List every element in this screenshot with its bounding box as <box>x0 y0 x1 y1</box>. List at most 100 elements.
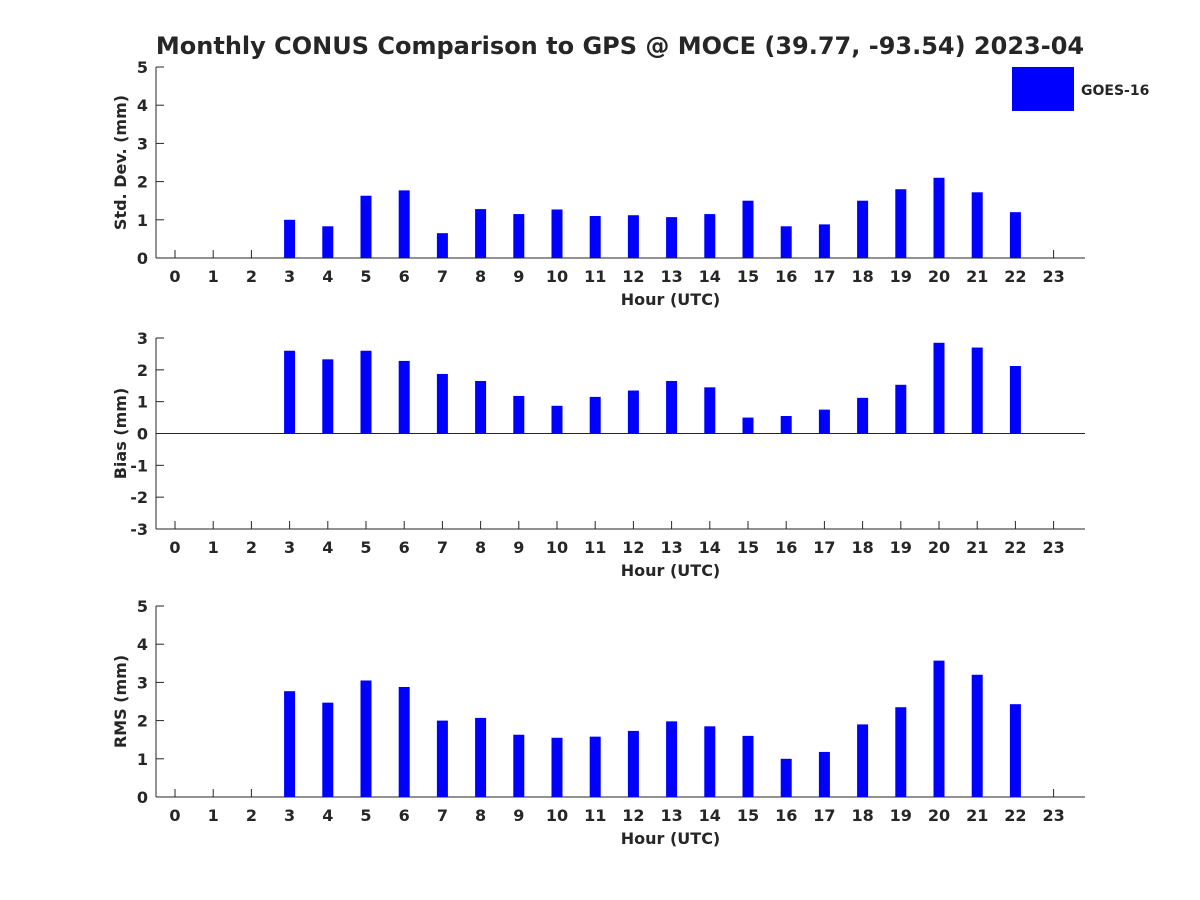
bias-bar-hour-13 <box>666 380 678 434</box>
bias-bar-hour-6 <box>398 360 410 434</box>
std-dev-bar-hour-9 <box>513 214 525 258</box>
rms-x-tick-label: 10 <box>546 806 568 825</box>
bias-x-tick-label: 11 <box>584 538 606 557</box>
rms-x-tick-label: 3 <box>284 806 295 825</box>
bias-y-tick-label: -2 <box>130 488 148 507</box>
bias-x-tick-label: 2 <box>246 538 257 557</box>
std-dev-x-label: Hour (UTC) <box>621 290 721 309</box>
bias-bar-hour-10 <box>551 405 563 434</box>
std-dev-bar-hour-6 <box>398 190 410 258</box>
bias-x-tick-label: 5 <box>360 538 371 557</box>
rms-x-tick-label: 0 <box>169 806 180 825</box>
bias-bar-hour-11 <box>589 396 601 434</box>
std-dev-bar-hour-13 <box>666 217 678 258</box>
bias-bar-hour-12 <box>627 390 639 434</box>
bias-x-tick-label: 12 <box>622 538 644 557</box>
rms-x-tick-label: 19 <box>890 806 912 825</box>
std-dev-bar-hour-15 <box>742 200 754 258</box>
std-dev-x-tick-label: 7 <box>437 267 448 286</box>
rms-x-tick-label: 23 <box>1042 806 1064 825</box>
std-dev-bar-hour-22 <box>1009 212 1021 258</box>
std-dev-x-tick-label: 23 <box>1042 267 1064 286</box>
bias-x-tick-label: 8 <box>475 538 486 557</box>
std-dev-x-tick-label: 5 <box>360 267 371 286</box>
bias-y-label: Bias (mm) <box>111 388 130 480</box>
rms-x-tick-label: 5 <box>360 806 371 825</box>
bias-x-tick-label: 15 <box>737 538 759 557</box>
bias-bar-hour-20 <box>933 342 945 434</box>
rms-bar-hour-5 <box>360 680 372 797</box>
std-dev-bar-hour-10 <box>551 209 563 258</box>
bias-x-tick-label: 23 <box>1042 538 1064 557</box>
std-dev-y-tick-label: 4 <box>137 96 148 115</box>
std-dev-x-tick-label: 1 <box>208 267 219 286</box>
bias-x-tick-label: 6 <box>399 538 410 557</box>
std-dev-bar-hour-21 <box>971 192 983 258</box>
std-dev-bar-hour-14 <box>704 214 716 258</box>
rms-y-tick-label: 3 <box>137 673 148 692</box>
bias-x-tick-label: 9 <box>513 538 524 557</box>
std-dev-x-tick-label: 15 <box>737 267 759 286</box>
std-dev-x-tick-label: 19 <box>890 267 912 286</box>
rms-x-tick-label: 8 <box>475 806 486 825</box>
bias-x-tick-label: 18 <box>851 538 873 557</box>
std-dev-bar-hour-7 <box>436 233 448 258</box>
bias-bar-hour-17 <box>818 409 830 434</box>
rms-bar-hour-10 <box>551 737 563 797</box>
std-dev-x-tick-label: 20 <box>928 267 950 286</box>
bias-bar-hour-16 <box>780 415 792 434</box>
rms-y-tick-label: 2 <box>137 712 148 731</box>
rms-x-tick-label: 15 <box>737 806 759 825</box>
rms-bar-hour-16 <box>780 758 792 797</box>
bias-x-tick-label: 17 <box>813 538 835 557</box>
rms-bar-hour-20 <box>933 660 945 797</box>
rms-x-tick-label: 14 <box>699 806 721 825</box>
rms-x-tick-label: 17 <box>813 806 835 825</box>
rms-bar-hour-4 <box>322 702 334 797</box>
rms-bar-hour-7 <box>436 720 448 797</box>
bias-bar-hour-15 <box>742 417 754 434</box>
std-dev-x-tick-label: 6 <box>399 267 410 286</box>
rms-bar-hour-17 <box>818 751 830 797</box>
std-dev-x-tick-label: 18 <box>851 267 873 286</box>
std-dev-x-tick-label: 9 <box>513 267 524 286</box>
std-dev-x-tick-label: 13 <box>660 267 682 286</box>
bias-x-tick-label: 3 <box>284 538 295 557</box>
bias-x-tick-label: 19 <box>890 538 912 557</box>
bias-x-tick-label: 10 <box>546 538 568 557</box>
rms-bar-hour-18 <box>857 724 869 797</box>
rms-bar-hour-22 <box>1009 704 1021 797</box>
std-dev-bar-hour-4 <box>322 226 334 258</box>
rms-x-tick-label: 1 <box>208 806 219 825</box>
std-dev-x-tick-label: 3 <box>284 267 295 286</box>
rms-x-label: Hour (UTC) <box>621 829 721 848</box>
rms-x-tick-label: 4 <box>322 806 333 825</box>
rms-y-label: RMS (mm) <box>111 655 130 748</box>
std-dev-y-tick-label: 5 <box>137 58 148 77</box>
std-dev-x-tick-label: 8 <box>475 267 486 286</box>
rms-y-tick-label: 4 <box>137 635 148 654</box>
rms-bar-hour-8 <box>475 717 487 797</box>
std-dev-bar-hour-18 <box>857 200 869 258</box>
std-dev-bar-hour-20 <box>933 177 945 258</box>
bias-y-tick-label: 1 <box>137 393 148 412</box>
std-dev-bar-hour-8 <box>475 209 487 258</box>
std-dev-x-tick-label: 11 <box>584 267 606 286</box>
rms-x-tick-label: 11 <box>584 806 606 825</box>
rms-x-tick-label: 21 <box>966 806 988 825</box>
bias-bar-hour-19 <box>895 384 907 434</box>
std-dev-bar-hour-5 <box>360 195 372 258</box>
rms-bar-hour-3 <box>284 691 296 797</box>
rms-x-tick-label: 2 <box>246 806 257 825</box>
std-dev-bar-hour-11 <box>589 215 601 258</box>
bias-bar-hour-4 <box>322 359 334 434</box>
std-dev-y-label: Std. Dev. (mm) <box>111 95 130 230</box>
rms-x-tick-label: 18 <box>851 806 873 825</box>
bias-x-tick-label: 1 <box>208 538 219 557</box>
std-dev-x-tick-label: 10 <box>546 267 568 286</box>
rms-x-tick-label: 12 <box>622 806 644 825</box>
bias-x-tick-label: 4 <box>322 538 333 557</box>
rms-bar-hour-19 <box>895 707 907 797</box>
